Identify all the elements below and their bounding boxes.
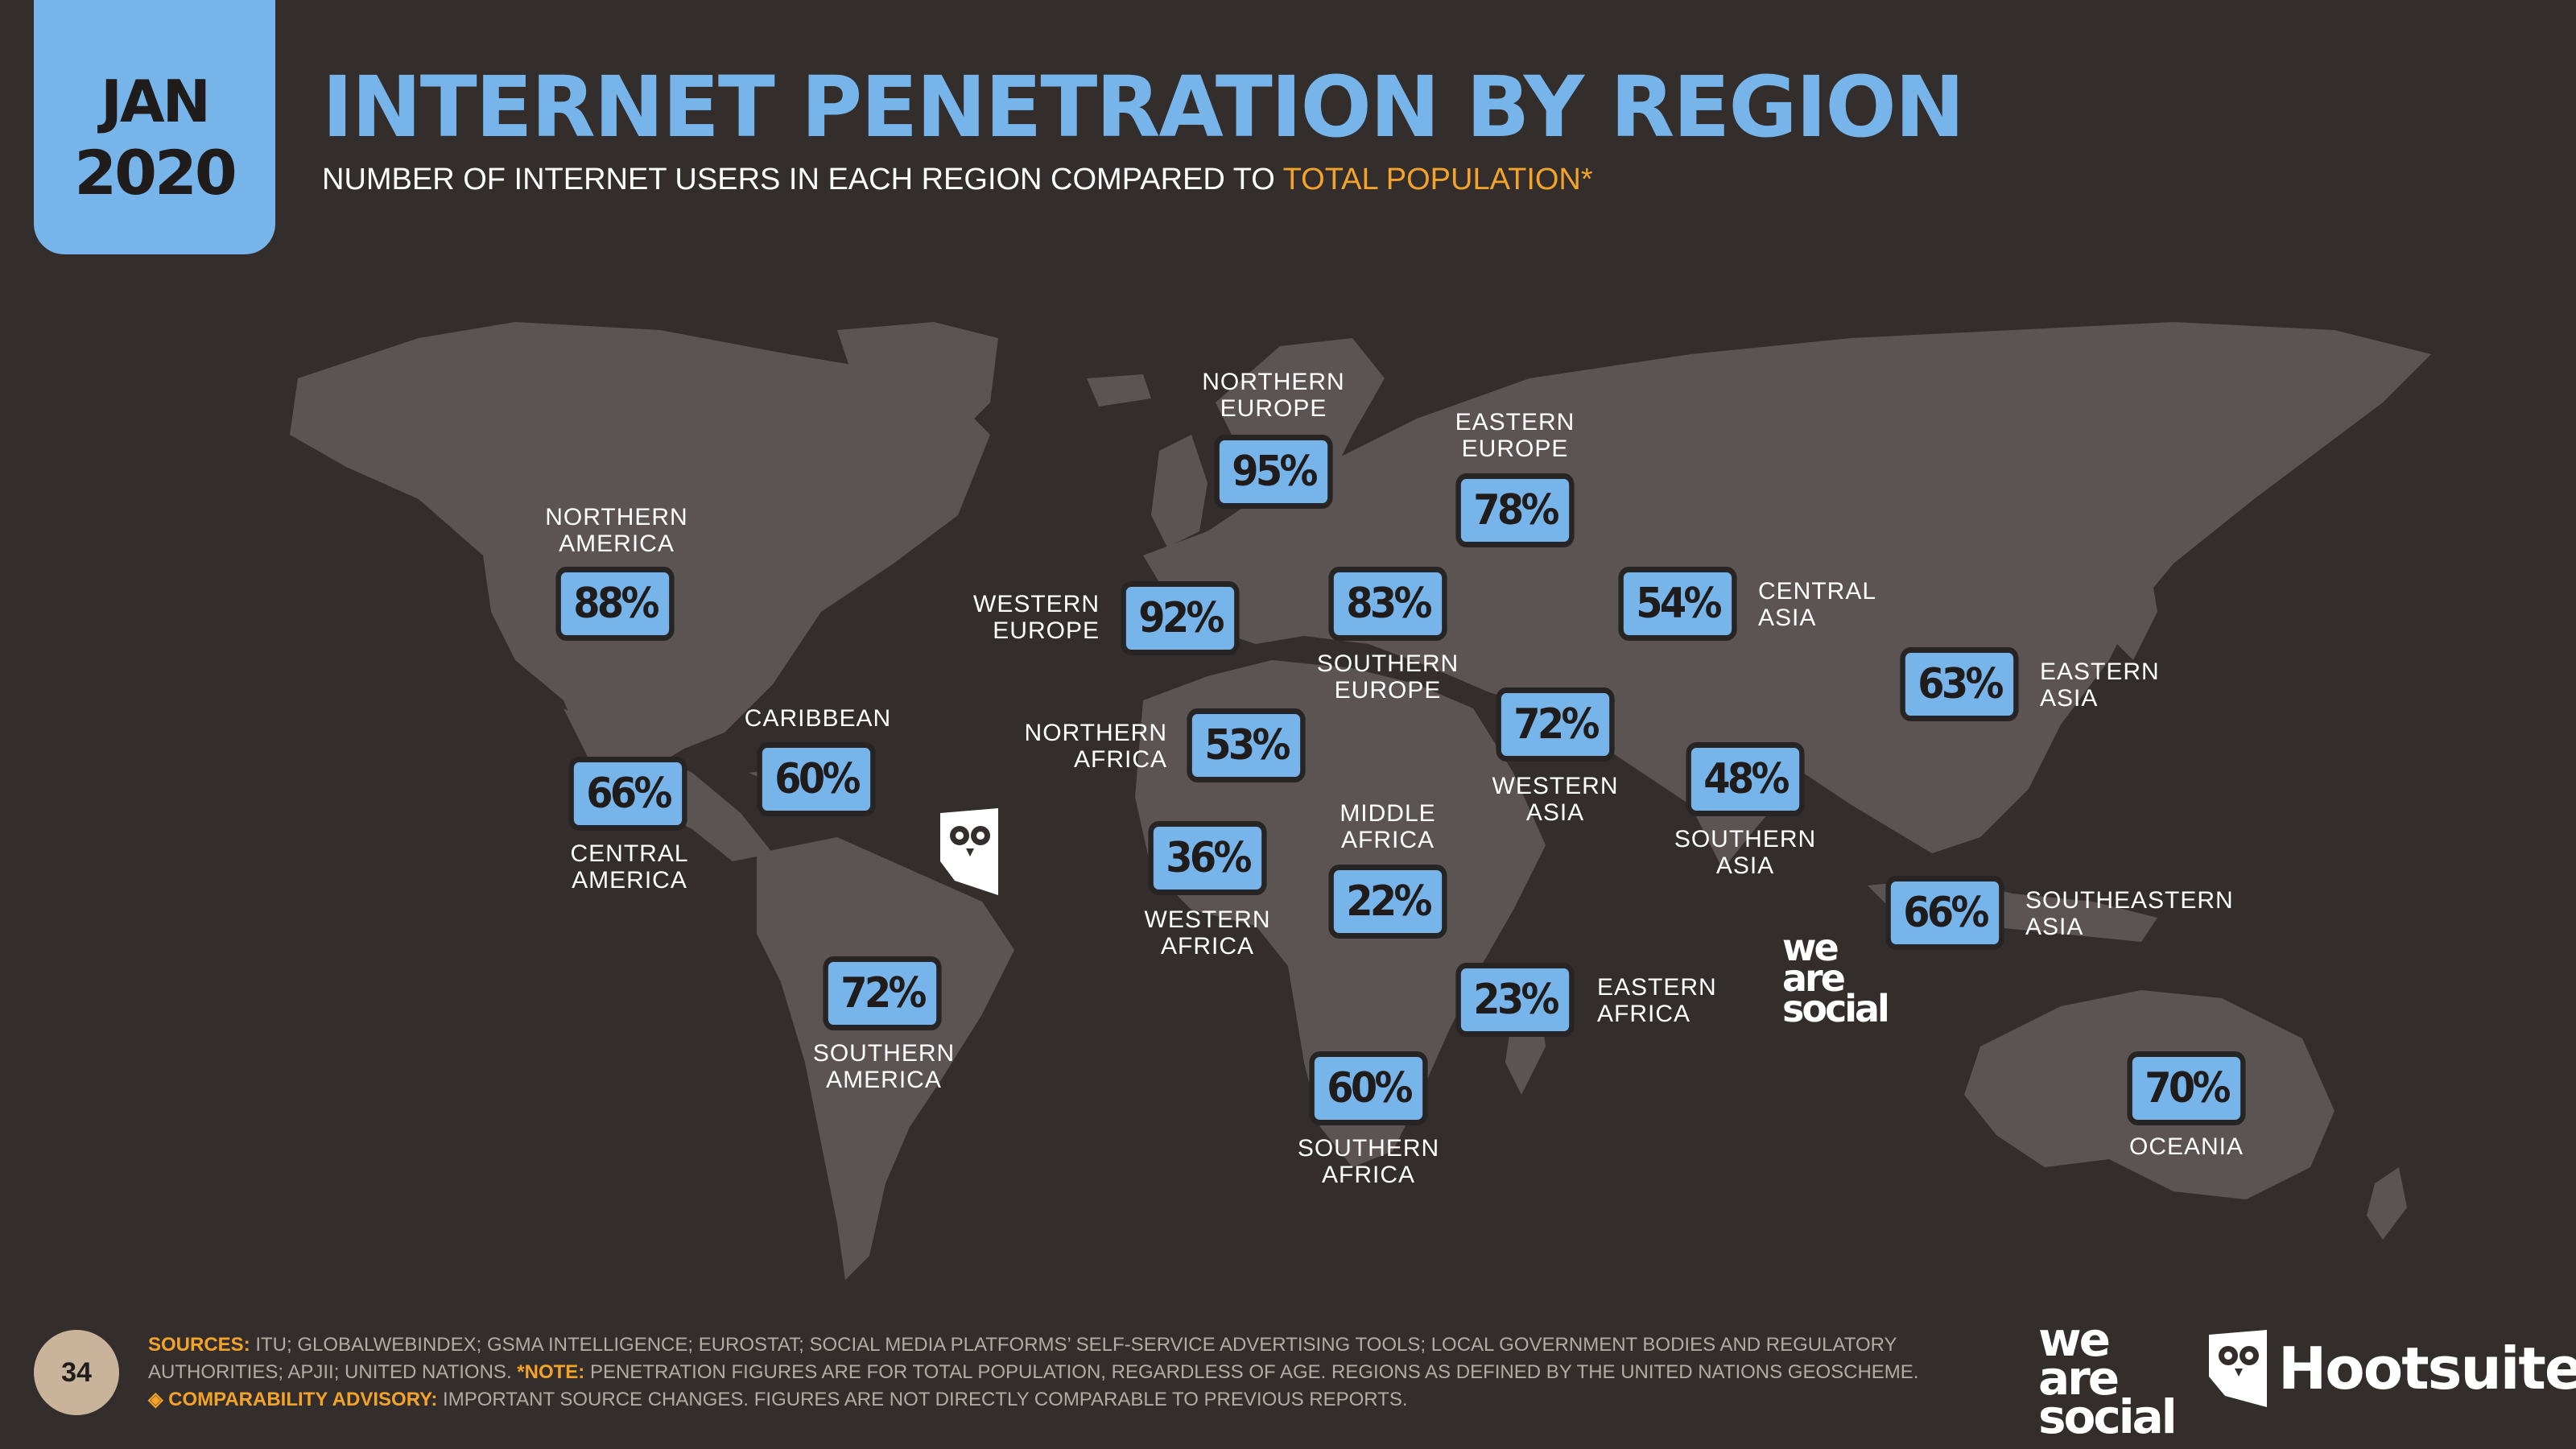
eurasia-land bbox=[1143, 322, 2431, 869]
date-month: JAN bbox=[101, 68, 211, 135]
greenland-land bbox=[837, 322, 998, 451]
label-southern-europe: SOUTHERN EUROPE bbox=[1316, 650, 1459, 704]
value-southern-europe: 83% bbox=[1328, 567, 1447, 641]
south-america-land bbox=[757, 837, 1014, 1280]
label-central-america: CENTRAL AMERICA bbox=[570, 840, 689, 894]
value-western-europe: 92% bbox=[1121, 581, 1240, 655]
label-central-asia: CENTRAL ASIA bbox=[1758, 578, 1877, 631]
note-text: PENETRATION FIGURES ARE FOR TOTAL POPULA… bbox=[584, 1361, 1919, 1383]
hootsuite-logo: Hootsuite® bbox=[2278, 1335, 2576, 1402]
label-southern-africa: SOUTHERN AFRICA bbox=[1297, 1135, 1440, 1188]
label-southern-america: SOUTHERN AMERICA bbox=[812, 1040, 956, 1093]
value-eastern-europe: 78% bbox=[1455, 473, 1575, 547]
label-caribbean: CARIBBEAN bbox=[744, 705, 892, 732]
value-western-asia: 72% bbox=[1496, 687, 1615, 762]
label-western-europe: WESTERN EUROPE bbox=[973, 591, 1100, 644]
value-western-africa: 36% bbox=[1148, 821, 1267, 895]
value-southeastern-asia: 66% bbox=[1885, 876, 2004, 950]
label-eastern-asia: EASTERN ASIA bbox=[2040, 658, 2160, 712]
value-caribbean: 60% bbox=[757, 742, 876, 816]
iceland-land bbox=[1087, 374, 1151, 407]
value-northern-america: 88% bbox=[555, 567, 675, 641]
page-number: 34 bbox=[34, 1330, 119, 1415]
hootsuite-owl-icon bbox=[2209, 1330, 2267, 1407]
value-northern-europe: 95% bbox=[1214, 435, 1333, 509]
label-southern-asia: SOUTHERN ASIA bbox=[1674, 826, 1817, 879]
value-central-asia: 54% bbox=[1618, 567, 1737, 641]
subtitle-main: NUMBER OF INTERNET USERS IN EACH REGION … bbox=[322, 163, 1283, 196]
sources-text: ITU; GLOBALWEBINDEX; GSMA INTELLIGENCE; … bbox=[148, 1334, 1897, 1383]
subtitle-highlight: TOTAL POPULATION bbox=[1282, 163, 1581, 196]
label-northern-america: NORTHERN AMERICA bbox=[545, 504, 688, 557]
subtitle-mark: * bbox=[1580, 163, 1593, 196]
value-southern-asia: 48% bbox=[1686, 742, 1805, 816]
value-central-america: 66% bbox=[568, 757, 687, 831]
uk-land bbox=[1151, 435, 1208, 547]
date-year: 2020 bbox=[74, 137, 237, 208]
value-eastern-africa: 23% bbox=[1455, 963, 1575, 1037]
value-southern-america: 72% bbox=[823, 956, 942, 1030]
label-southeastern-asia: SOUTHEASTERN ASIA bbox=[2025, 887, 2234, 940]
label-eastern-africa: EASTERN AFRICA bbox=[1597, 974, 1717, 1027]
sources-note: SOURCES: ITU; GLOBALWEBINDEX; GSMA INTEL… bbox=[148, 1331, 1975, 1414]
page-subtitle: NUMBER OF INTERNET USERS IN EACH REGION … bbox=[322, 163, 1593, 197]
new-zealand-land bbox=[2367, 1167, 2407, 1240]
value-middle-africa: 22% bbox=[1328, 865, 1447, 939]
label-oceania: OCEANIA bbox=[2128, 1133, 2244, 1160]
label-middle-africa: MIDDLE AFRICA bbox=[1340, 800, 1436, 853]
value-oceania: 70% bbox=[2127, 1051, 2246, 1125]
note-key: *NOTE: bbox=[517, 1361, 585, 1383]
scandinavia-land bbox=[1216, 338, 1385, 515]
value-northern-africa: 53% bbox=[1187, 708, 1306, 782]
label-northern-africa: NORTHERN AFRICA bbox=[1024, 720, 1167, 773]
we-are-social-logo: we are social bbox=[2038, 1312, 2178, 1444]
advisory-text: IMPORTANT SOURCE CHANGES. FIGURES ARE NO… bbox=[437, 1389, 1408, 1410]
japan-land bbox=[2109, 564, 2157, 660]
sources-key: SOURCES: bbox=[148, 1334, 250, 1356]
owl-logo bbox=[940, 808, 998, 895]
we-are-social-map-logo: we are social bbox=[1782, 926, 1890, 1030]
value-southern-africa: 60% bbox=[1309, 1051, 1428, 1125]
page-title: INTERNET PENETRATION BY REGION bbox=[322, 58, 1965, 156]
date-tab: JAN 2020 bbox=[34, 0, 275, 254]
label-western-asia: WESTERN ASIA bbox=[1492, 773, 1619, 826]
value-eastern-asia: 63% bbox=[1900, 647, 2019, 721]
label-western-africa: WESTERN AFRICA bbox=[1144, 906, 1271, 960]
advisory-key: ◈ COMPARABILITY ADVISORY: bbox=[148, 1389, 438, 1410]
label-eastern-europe: EASTERN EUROPE bbox=[1455, 409, 1575, 462]
label-northern-europe: NORTHERN EUROPE bbox=[1202, 369, 1345, 422]
